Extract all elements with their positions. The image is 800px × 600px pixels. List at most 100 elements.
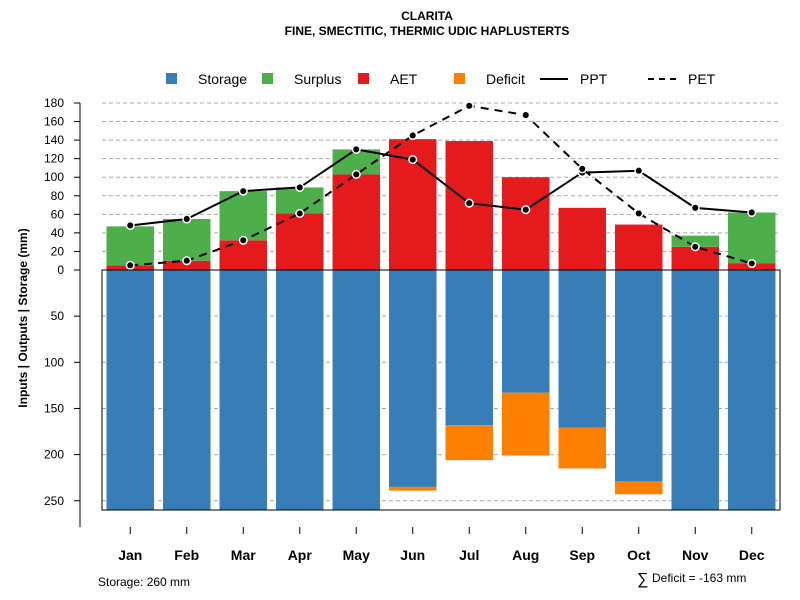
aet-bar [163, 260, 211, 270]
x-tick-label: Jul [459, 547, 479, 563]
pet-point [182, 256, 192, 266]
deficit-note: Deficit = -163 mm [652, 571, 746, 585]
y-tick-label: 50 [51, 309, 65, 323]
y-tick-label: 0 [57, 263, 64, 277]
deficit-bar [502, 392, 550, 456]
surplus-bar [671, 235, 719, 247]
x-tick-label: Apr [288, 547, 313, 563]
pet-point [634, 208, 644, 218]
y-tick-label: 200 [44, 448, 64, 462]
ppt-point [690, 203, 700, 213]
storage-note: Storage: 260 mm [98, 575, 190, 589]
y-tick-label: 100 [44, 355, 64, 369]
legend-label: Surplus [294, 71, 341, 87]
x-tick-label: Mar [231, 547, 256, 563]
pet-point [690, 242, 700, 252]
storage-bar [728, 270, 776, 510]
bars [106, 139, 776, 510]
pet-point [295, 208, 305, 218]
storage-bar [219, 270, 267, 510]
storage-bar [615, 270, 663, 482]
chart-title: CLARITA [401, 9, 453, 23]
aet-bar [502, 177, 550, 270]
pet-point [521, 110, 531, 120]
x-tick-label: Oct [627, 547, 651, 563]
x-tick-label: Nov [682, 547, 709, 563]
pet-point [577, 164, 587, 174]
x-tick-label: Feb [174, 547, 199, 563]
legend-swatch [358, 73, 369, 84]
surplus-bar [106, 226, 154, 266]
legend-swatch [454, 73, 465, 84]
legend-swatch [262, 73, 273, 84]
y-tick-label: 120 [44, 152, 64, 166]
legend-label: AET [390, 71, 418, 87]
pet-point [464, 101, 474, 111]
deficit-bar [615, 481, 663, 495]
storage-bar [276, 270, 324, 510]
ppt-point [408, 155, 418, 165]
ppt-point [351, 144, 361, 154]
surplus-bar [163, 218, 211, 261]
surplus-bar [728, 212, 776, 264]
ppt-point [634, 166, 644, 176]
y-axis-label: Inputs | Outputs | Storage (mm) [16, 228, 30, 407]
legend-swatch [166, 73, 177, 84]
aet-bar [615, 224, 663, 270]
y-tick-label: 180 [44, 96, 64, 110]
ppt-point [464, 198, 474, 208]
y-tick-label: 80 [51, 189, 65, 203]
storage-bar [558, 270, 606, 428]
axes: 0 20 40 60 80 100 120 140 160 180 50 100 150 200 250 Ja… [44, 96, 781, 563]
chart-subtitle: FINE, SMECTITIC, THERMIC UDIC HAPLUSTERT… [285, 24, 570, 38]
pet-point [747, 258, 757, 269]
storage-bar [389, 270, 437, 487]
x-tick-label: May [343, 547, 370, 563]
deficit-bar [389, 486, 437, 491]
y-tick-label: 20 [51, 244, 65, 258]
ppt-point [295, 182, 305, 192]
deficit-bar [445, 425, 493, 461]
pet-point [408, 130, 418, 141]
ppt-point [182, 214, 192, 224]
storage-bar [106, 270, 154, 510]
storage-bar [163, 270, 211, 510]
storage-bar [332, 270, 380, 510]
aet-bar [332, 174, 380, 270]
y-tick-label: 150 [44, 401, 64, 415]
storage-bar [445, 270, 493, 426]
ppt-point [125, 220, 135, 231]
ppt-point [521, 205, 531, 215]
storage-bar [502, 270, 550, 393]
y-tick-label: 140 [44, 133, 64, 147]
ppt-point [747, 207, 757, 218]
storage-capacity-box [101, 269, 781, 511]
y-tick-label: 160 [44, 115, 64, 129]
ppt-line [130, 148, 752, 227]
aet-bar [558, 207, 606, 270]
x-tick-label: Sep [569, 547, 595, 563]
y-tick-label: 100 [44, 170, 64, 184]
y-tick-label: 250 [44, 494, 64, 508]
legend-label: Storage [198, 71, 247, 87]
x-tick-label: Aug [512, 547, 539, 563]
y-tick-label: 60 [51, 207, 65, 221]
aet-bar [671, 246, 719, 270]
x-tick-label: Jun [400, 547, 425, 563]
y-tick-label: 40 [51, 226, 65, 240]
legend-label: Deficit [486, 71, 525, 87]
sum-symbol: ∑ [637, 571, 648, 588]
legend-label: PPT [580, 71, 608, 87]
lines [125, 101, 757, 270]
storage-bar [671, 270, 719, 510]
x-tick-label: Jan [118, 547, 142, 563]
deficit-bar [558, 427, 606, 469]
legend-label: PET [688, 71, 716, 87]
aet-bar [276, 213, 324, 270]
pet-point [238, 235, 248, 245]
x-tick-label: Dec [739, 547, 765, 563]
legend: Storage Surplus AET Deficit PPT PET [166, 71, 716, 87]
ppt-point [238, 186, 248, 196]
pet-point [351, 169, 361, 179]
